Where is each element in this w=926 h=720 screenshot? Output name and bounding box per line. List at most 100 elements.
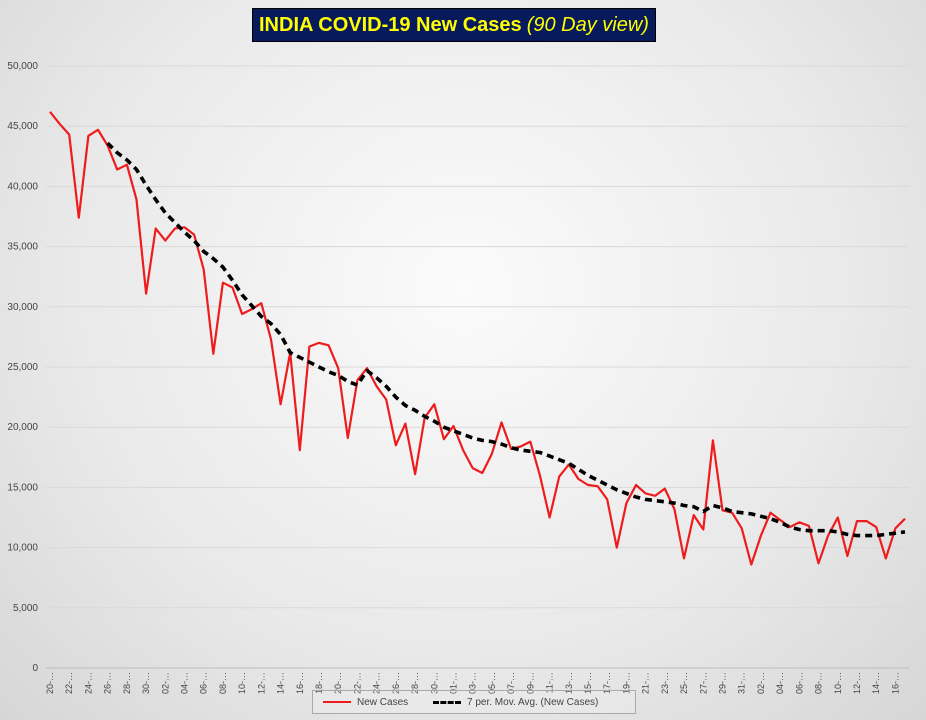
y-tick-label: 5,000: [13, 603, 38, 614]
x-tick-label: 28-…: [410, 672, 420, 694]
x-tick: 28-…: [410, 672, 420, 694]
x-tick: 16-…: [890, 672, 900, 694]
x-tick-label: 10-…: [237, 672, 247, 694]
x-tick-label: 01-…: [448, 672, 458, 694]
x-tick: 18-…: [314, 672, 324, 694]
x-tick: 27-…: [698, 672, 708, 694]
x-tick: 06-…: [199, 672, 209, 694]
x-tick-label: 14-…: [871, 672, 881, 694]
x-tick: 30-…: [141, 672, 151, 694]
x-tick-label: 02-…: [756, 672, 766, 694]
x-tick: 16-…: [295, 672, 305, 694]
x-tick: 31-…: [737, 672, 747, 694]
x-tick: 11-…: [545, 672, 555, 693]
x-tick: 01-…: [448, 672, 458, 694]
x-tick: 12-…: [852, 672, 862, 694]
chart-title-sub: (90 Day view): [526, 13, 649, 36]
x-tick: 14-…: [276, 672, 286, 694]
legend-item-moving-avg: 7 per. Mov. Avg. (New Cases): [433, 691, 598, 713]
y-tick-label: 0: [32, 663, 38, 674]
x-tick: 17-…: [602, 672, 612, 694]
x-tick-label: 17-…: [602, 672, 612, 694]
x-tick-label: 21-…: [641, 672, 651, 694]
x-tick-label: 04-…: [775, 672, 785, 694]
x-tick-label: 12-…: [256, 672, 266, 694]
x-tick-label: 30-…: [429, 672, 439, 694]
x-tick: 07-…: [506, 672, 516, 694]
y-tick-label: 20,000: [7, 422, 38, 433]
x-axis-ticks: 20-… 22-… 24-… 26-… 28-… 30-… 02-… 04-… 06-… 08-……: [45, 672, 900, 694]
x-tick: 03-…: [468, 672, 478, 694]
y-tick-label: 30,000: [7, 302, 38, 313]
x-tick-label: 27-…: [698, 672, 708, 694]
x-tick: 02-…: [160, 672, 170, 694]
y-tick-label: 35,000: [7, 242, 38, 253]
y-tick-label: 45,000: [7, 121, 38, 132]
x-tick: 10-…: [833, 672, 843, 694]
x-tick: 20-…: [333, 672, 343, 694]
x-tick-label: 20-…: [45, 672, 55, 694]
chart-title: INDIA COVID-19 New Cases (90 Day view): [252, 8, 656, 42]
x-tick-label: 26-…: [103, 672, 113, 694]
x-tick-label: 16-…: [295, 672, 305, 694]
x-tick-label: 20-…: [333, 672, 343, 694]
x-tick-label: 09-…: [525, 672, 535, 694]
chart-legend: New Cases 7 per. Mov. Avg. (New Cases): [312, 690, 636, 714]
x-tick: 09-…: [525, 672, 535, 694]
x-tick: 08-…: [814, 672, 824, 694]
x-tick-label: 06-…: [199, 672, 209, 694]
x-tick: 08-…: [218, 672, 228, 694]
x-tick: 28-…: [122, 672, 132, 694]
x-tick: 14-…: [871, 672, 881, 694]
x-tick-label: 11-…: [545, 672, 555, 693]
x-tick-label: 12-…: [852, 672, 862, 694]
x-tick-label: 24-…: [83, 672, 93, 694]
y-axis-ticks: 0 5,000 10,000 15,000 20,000 25,000 30,000 35,0…: [7, 61, 38, 674]
x-tick-label: 28-…: [122, 672, 132, 694]
x-tick: 06-…: [794, 672, 804, 694]
series-line-new-cases: [49, 111, 906, 566]
x-tick-label: 22-…: [64, 672, 74, 694]
x-tick: 04-…: [179, 672, 189, 694]
x-tick: 25-…: [679, 672, 689, 694]
x-tick-label: 19-…: [621, 672, 631, 694]
x-tick-label: 04-…: [179, 672, 189, 694]
x-tick-label: 13-…: [564, 672, 574, 694]
x-tick-label: 26-…: [391, 672, 401, 694]
x-tick-label: 22-…: [352, 672, 362, 694]
legend-label-new-cases: New Cases: [357, 696, 409, 708]
x-tick: 30-…: [429, 672, 439, 694]
x-tick-label: 31-…: [737, 672, 747, 694]
legend-swatch-new-cases: [323, 701, 351, 703]
x-tick-label: 16-…: [890, 672, 900, 694]
x-tick: 23-…: [660, 672, 670, 694]
y-tick-label: 25,000: [7, 362, 38, 373]
x-tick-label: 06-…: [794, 672, 804, 694]
x-tick-label: 03-…: [468, 672, 478, 694]
legend-label-moving-avg: 7 per. Mov. Avg. (New Cases): [467, 696, 599, 708]
x-tick: 15-…: [583, 672, 593, 694]
x-tick-label: 18-…: [314, 672, 324, 694]
series-lines: [49, 111, 906, 566]
x-tick: 02-…: [756, 672, 766, 694]
legend-item-new-cases: New Cases: [323, 691, 408, 713]
x-tick: 04-…: [775, 672, 785, 694]
x-tick: 05-…: [487, 672, 497, 694]
x-tick-label: 23-…: [660, 672, 670, 694]
x-tick-label: 24-…: [372, 672, 382, 694]
y-tick-label: 15,000: [7, 482, 38, 493]
x-tick: 26-…: [103, 672, 113, 694]
x-tick: 22-…: [352, 672, 362, 694]
x-tick-label: 02-…: [160, 672, 170, 694]
x-tick-label: 14-…: [276, 672, 286, 694]
x-tick: 10-…: [237, 672, 247, 694]
x-tick: 22-…: [64, 672, 74, 694]
series-line-moving-avg: [106, 141, 906, 538]
x-tick: 13-…: [564, 672, 574, 694]
legend-swatch-moving-avg: [433, 700, 461, 704]
y-tick-label: 40,000: [7, 181, 38, 192]
x-tick: 19-…: [621, 672, 631, 694]
x-tick: 21-…: [641, 672, 651, 694]
y-tick-label: 50,000: [7, 61, 38, 72]
